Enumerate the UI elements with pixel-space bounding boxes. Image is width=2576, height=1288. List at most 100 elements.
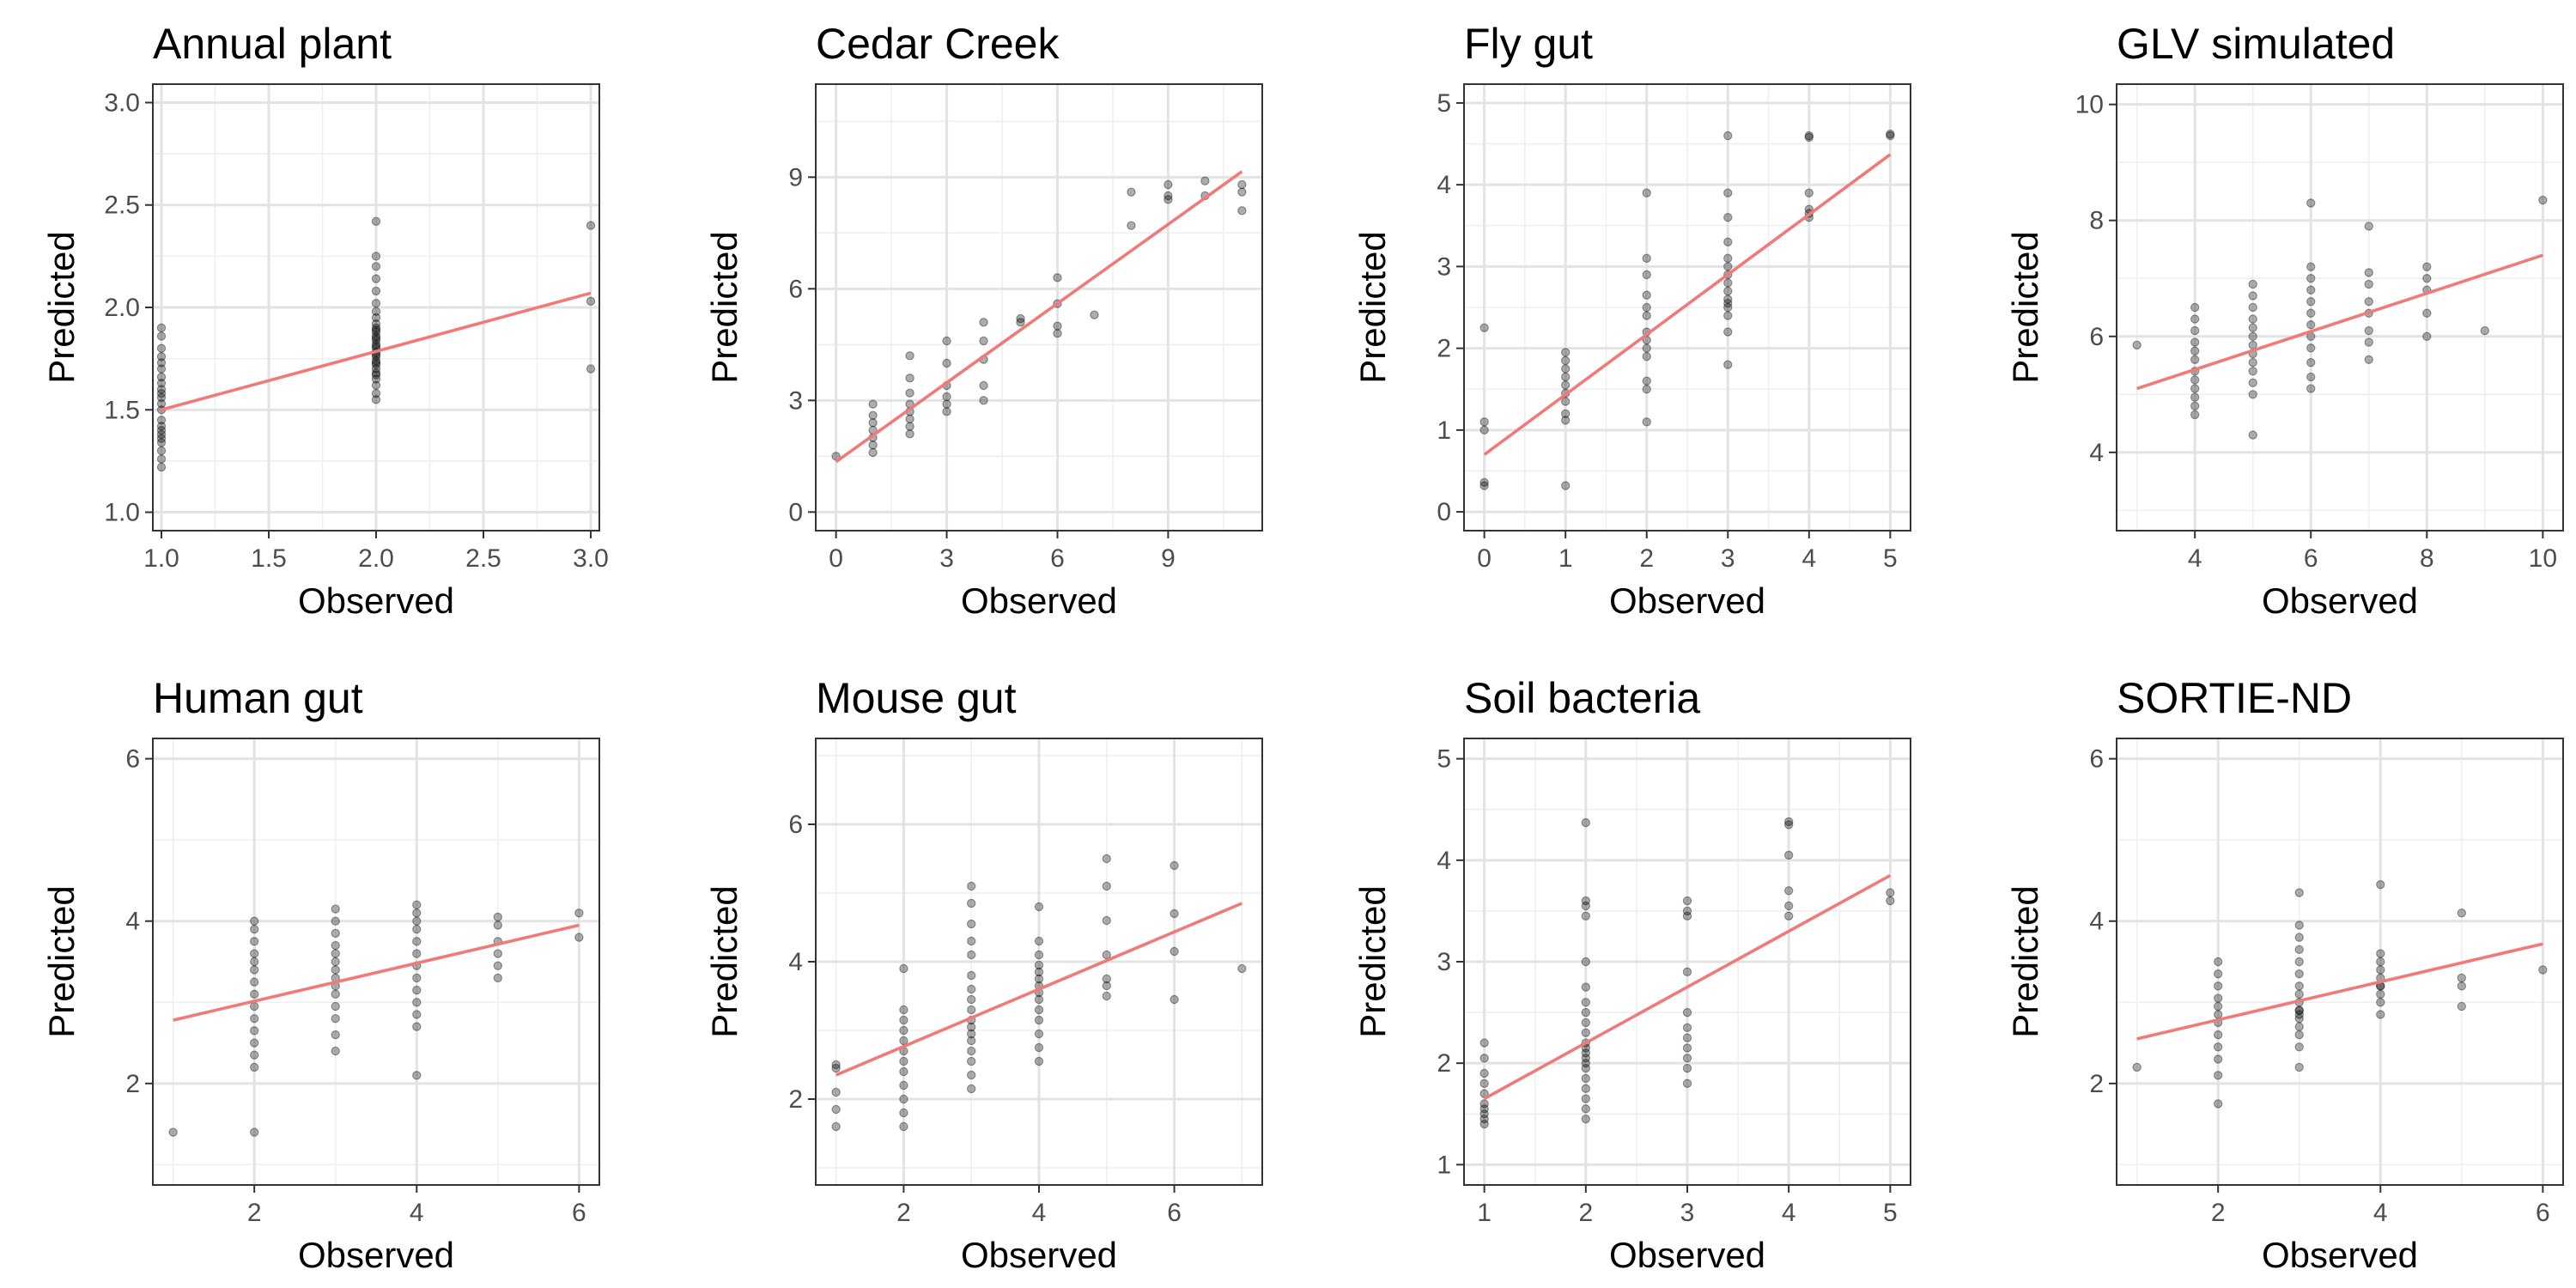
data-point	[156, 434, 167, 443]
points	[2132, 879, 2548, 1109]
panel-title: Soil bacteria	[1464, 674, 1700, 722]
panel-title: SORTIE-ND	[2117, 674, 2352, 722]
data-point	[2422, 308, 2432, 318]
y-tick-label: 4	[125, 908, 140, 936]
x-tick-label: 5	[1883, 1199, 1898, 1227]
data-point	[942, 336, 951, 346]
x-tick-label: 6	[2536, 1199, 2550, 1227]
y-tick-label: 2.0	[104, 294, 140, 322]
data-point	[2364, 325, 2373, 336]
data-point	[1560, 416, 1571, 425]
data-point	[967, 1056, 976, 1066]
data-point	[574, 933, 584, 942]
data-point	[967, 970, 976, 981]
data-point	[331, 989, 340, 999]
data-point	[493, 912, 503, 922]
data-point	[967, 1070, 976, 1080]
panel-background	[2117, 738, 2563, 1185]
data-point	[1034, 974, 1044, 984]
x-tick-label: 6	[1050, 544, 1065, 573]
data-point	[2190, 337, 2200, 347]
data-point	[2294, 1042, 2304, 1052]
data-point	[1642, 376, 1651, 386]
data-point	[1034, 1015, 1044, 1025]
data-point	[412, 900, 422, 910]
y-axis-title: Predicted	[41, 885, 82, 1037]
data-point	[1642, 351, 1651, 361]
x-tick-label: 2	[1578, 1199, 1593, 1227]
x-tick-label: 1	[1558, 544, 1573, 573]
panel-0: 1.0 1.5 2.0 2.5 3.0 1.0 1.5 2.0 2.5 3.0 Annual pla…	[41, 20, 609, 621]
data-point	[2294, 920, 2304, 930]
data-point	[2364, 355, 2373, 364]
y-tick-label: 10	[2075, 91, 2104, 119]
panel-3: 4 6 8 10 4 6 8 10 GLV simulated Observed Predicted	[2005, 20, 2564, 621]
data-point	[156, 429, 167, 440]
y-tick-label: 1.0	[104, 499, 140, 527]
x-tick-label: 6	[572, 1199, 586, 1227]
data-point	[371, 274, 381, 283]
data-point	[1034, 1005, 1044, 1015]
data-point	[1581, 896, 1591, 906]
data-point	[1163, 195, 1173, 204]
x-axis-title: Observed	[2262, 1235, 2418, 1275]
data-point	[412, 973, 422, 983]
data-point	[2294, 1022, 2304, 1031]
data-point	[2294, 981, 2304, 991]
data-point	[2376, 949, 2385, 958]
data-point	[371, 327, 381, 337]
y-axis-title: Predicted	[1352, 231, 1393, 383]
data-point	[868, 399, 878, 409]
data-point	[1682, 1078, 1692, 1089]
data-point	[2306, 274, 2316, 283]
data-point	[2213, 981, 2223, 991]
data-point	[371, 380, 381, 390]
x-axis-title: Observed	[2262, 580, 2418, 621]
data-point	[1886, 896, 1895, 906]
data-point	[331, 928, 340, 939]
data-point	[899, 1036, 908, 1046]
x-tick-label: 9	[1161, 544, 1176, 573]
data-point	[1642, 385, 1651, 394]
data-point	[2248, 323, 2257, 332]
data-point	[1034, 902, 1044, 912]
x-tick-label: 3.0	[573, 544, 609, 573]
data-point	[1886, 888, 1895, 897]
data-point	[156, 364, 167, 374]
y-tick-label: 2	[1437, 1049, 1451, 1078]
panel-5: 2 4 6 2 4 6 Mouse gut Observed Predicted	[704, 674, 1263, 1275]
y-tick-label: 5	[1437, 89, 1451, 118]
x-tick-label: 4	[2373, 1199, 2388, 1227]
data-point	[2306, 357, 2316, 368]
data-point	[1783, 911, 1794, 921]
data-point	[967, 936, 976, 946]
y-axis-title: Predicted	[704, 231, 744, 383]
data-point	[899, 1121, 908, 1132]
data-point	[2132, 340, 2142, 350]
data-point	[249, 965, 259, 975]
data-point	[331, 916, 340, 926]
data-point	[2422, 331, 2432, 341]
data-point	[371, 323, 381, 333]
data-point	[1581, 1073, 1591, 1084]
data-point	[831, 1104, 841, 1115]
data-point	[1102, 950, 1111, 960]
points	[831, 854, 1247, 1132]
data-point	[2248, 291, 2257, 301]
data-point	[942, 407, 951, 416]
data-point	[2457, 1001, 2467, 1012]
data-point	[2364, 268, 2373, 277]
data-point	[156, 379, 167, 388]
data-point	[412, 1022, 422, 1031]
data-point	[586, 221, 596, 230]
data-point	[905, 414, 914, 424]
data-point	[1783, 817, 1794, 827]
x-tick-label: 4	[1801, 544, 1816, 573]
panel-border	[1463, 83, 1911, 532]
data-point	[1723, 213, 1733, 222]
data-point	[331, 1046, 340, 1056]
panel-title: Fly gut	[1464, 20, 1593, 68]
data-point	[156, 372, 167, 382]
data-point	[371, 216, 381, 227]
y-tick-label: 4	[1437, 847, 1451, 875]
